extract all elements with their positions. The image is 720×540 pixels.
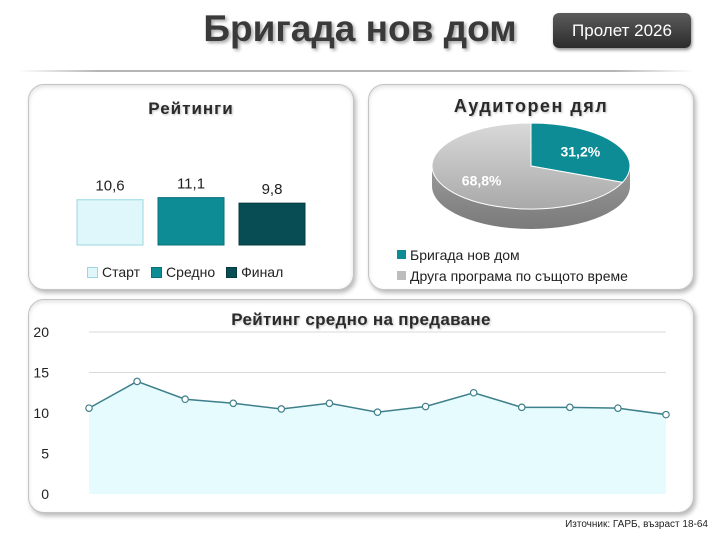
rating-point — [325, 399, 334, 408]
ratings-bar-chart: 10,6 11,1 9,8 — [76, 176, 306, 246]
pie-slice-2 — [431, 122, 624, 210]
legend-label: Финал — [241, 264, 284, 280]
bar-value-label: 10,6 — [95, 178, 124, 195]
rating-point — [421, 402, 430, 411]
audience-share-panel: Аудиторен дял 31,2% 68,8% Бригада нов дом… — [368, 84, 694, 290]
legend-swatch — [397, 271, 406, 280]
rating-point — [614, 404, 622, 412]
pie-slice-label: 31,2% — [560, 144, 600, 160]
audience-share-pie: 31,2% 68,8% — [431, 122, 631, 229]
ratings-legend: Старт Средно Финал — [87, 264, 294, 280]
legend-swatch — [226, 266, 238, 278]
legend-item: Финал — [226, 264, 283, 280]
bar-value-label: 11,1 — [177, 176, 205, 193]
legend-swatch — [397, 250, 406, 259]
legend-label: Бригада нов дом — [410, 246, 520, 263]
audience-share-legend: Бригада нов дом Друга програма по същото … — [397, 244, 628, 286]
source-note: Източник: ГАРБ, възраст 18-64 — [565, 519, 708, 530]
legend-item: Старт — [87, 264, 140, 280]
rating-point — [133, 377, 141, 386]
y-tick-label: 5 — [41, 446, 49, 462]
ratings-panel: Рейтинги 10,6 11,1 9,8 Старт Средно Финал — [28, 84, 354, 290]
legend-item: Бригада нов дом — [397, 244, 628, 265]
legend-swatch — [151, 266, 163, 278]
bar-3 — [238, 202, 306, 246]
legend-label: Друга програма по същото време — [410, 267, 628, 284]
legend-swatch — [87, 266, 98, 278]
episode-rating-panel: Рейтинг средно на предаване 0 5 10 15 20 — [28, 299, 694, 513]
legend-item: Средно — [151, 264, 215, 280]
episode-rating-title: Рейтинг средно на предаване — [231, 310, 491, 329]
pie-slice-1 — [530, 122, 631, 183]
rating-point — [517, 403, 526, 412]
audience-share-title: Аудиторен дял — [453, 96, 609, 116]
rating-point — [566, 403, 574, 412]
rating-point — [85, 404, 93, 412]
rating-point — [662, 410, 670, 419]
y-tick-label: 20 — [33, 324, 49, 340]
rating-point — [277, 405, 286, 413]
rating-area — [89, 381, 666, 494]
y-tick-label: 15 — [33, 365, 49, 381]
ratings-chart-title: Рейтинги — [148, 99, 234, 118]
rating-point — [469, 388, 478, 397]
episode-rating-chart: 0 5 10 15 20 — [33, 324, 670, 502]
page-title: Бригада нов дом — [203, 8, 517, 49]
header-divider — [18, 70, 694, 72]
legend-label: Средно — [166, 264, 216, 280]
y-tick-label: 10 — [33, 405, 49, 421]
pie-side-wall — [432, 166, 630, 229]
legend-item: Друга програма по същото време — [397, 265, 628, 286]
rating-point — [229, 399, 238, 408]
season-badge: Пролет 2026 — [553, 13, 691, 48]
bar-value-label: 9,8 — [262, 181, 283, 198]
y-tick-label: 0 — [41, 486, 49, 502]
rating-point — [373, 408, 382, 416]
pie-slice-label: 68,8% — [462, 172, 502, 188]
bar-1 — [76, 199, 144, 246]
bar-2 — [157, 197, 225, 246]
legend-label: Старт — [102, 264, 141, 280]
rating-point — [181, 395, 189, 404]
